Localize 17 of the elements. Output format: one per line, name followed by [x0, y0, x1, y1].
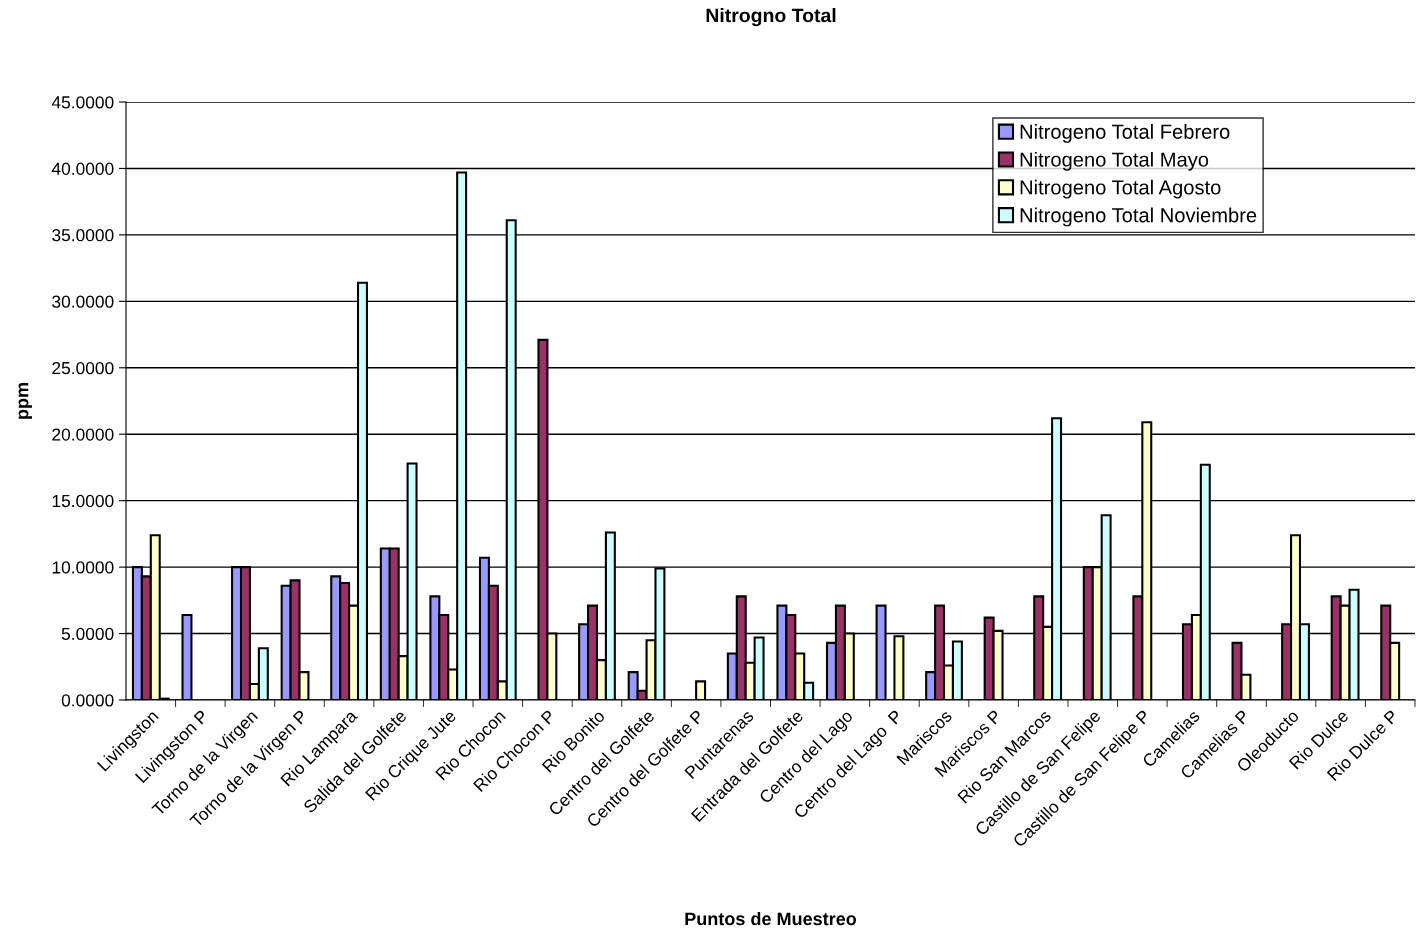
y-tick-label: 45.0000 — [51, 96, 114, 109]
legend-label: Nitrogeno Total Mayo — [1020, 151, 1209, 171]
legend-label: Nitrogeno Total Noviembre — [1020, 207, 1257, 227]
y-tick-label: 20.0000 — [52, 428, 114, 441]
y-tick-label: 0.0000 — [61, 694, 114, 707]
y-tick-label: 30.0000 — [52, 295, 114, 308]
y-tick-label: 40.0000 — [51, 162, 114, 175]
legend-label: Nitrogeno Total Febrero — [1020, 124, 1230, 143]
y-axis-title: ppm — [18, 383, 32, 419]
y-tick-label: 5.0000 — [61, 627, 114, 641]
y-tick-label: 10.0000 — [52, 561, 114, 574]
y-tick-label: 25.0000 — [52, 361, 114, 375]
legend-label: Nitrogeno Total Agosto — [1020, 179, 1221, 199]
y-tick-label: 15.0000 — [52, 494, 114, 508]
chart-title: Nitrogno Total — [706, 8, 836, 27]
x-axis-title: Puntos de Muestreo — [685, 912, 857, 926]
y-tick-label: 35.0000 — [52, 229, 114, 242]
